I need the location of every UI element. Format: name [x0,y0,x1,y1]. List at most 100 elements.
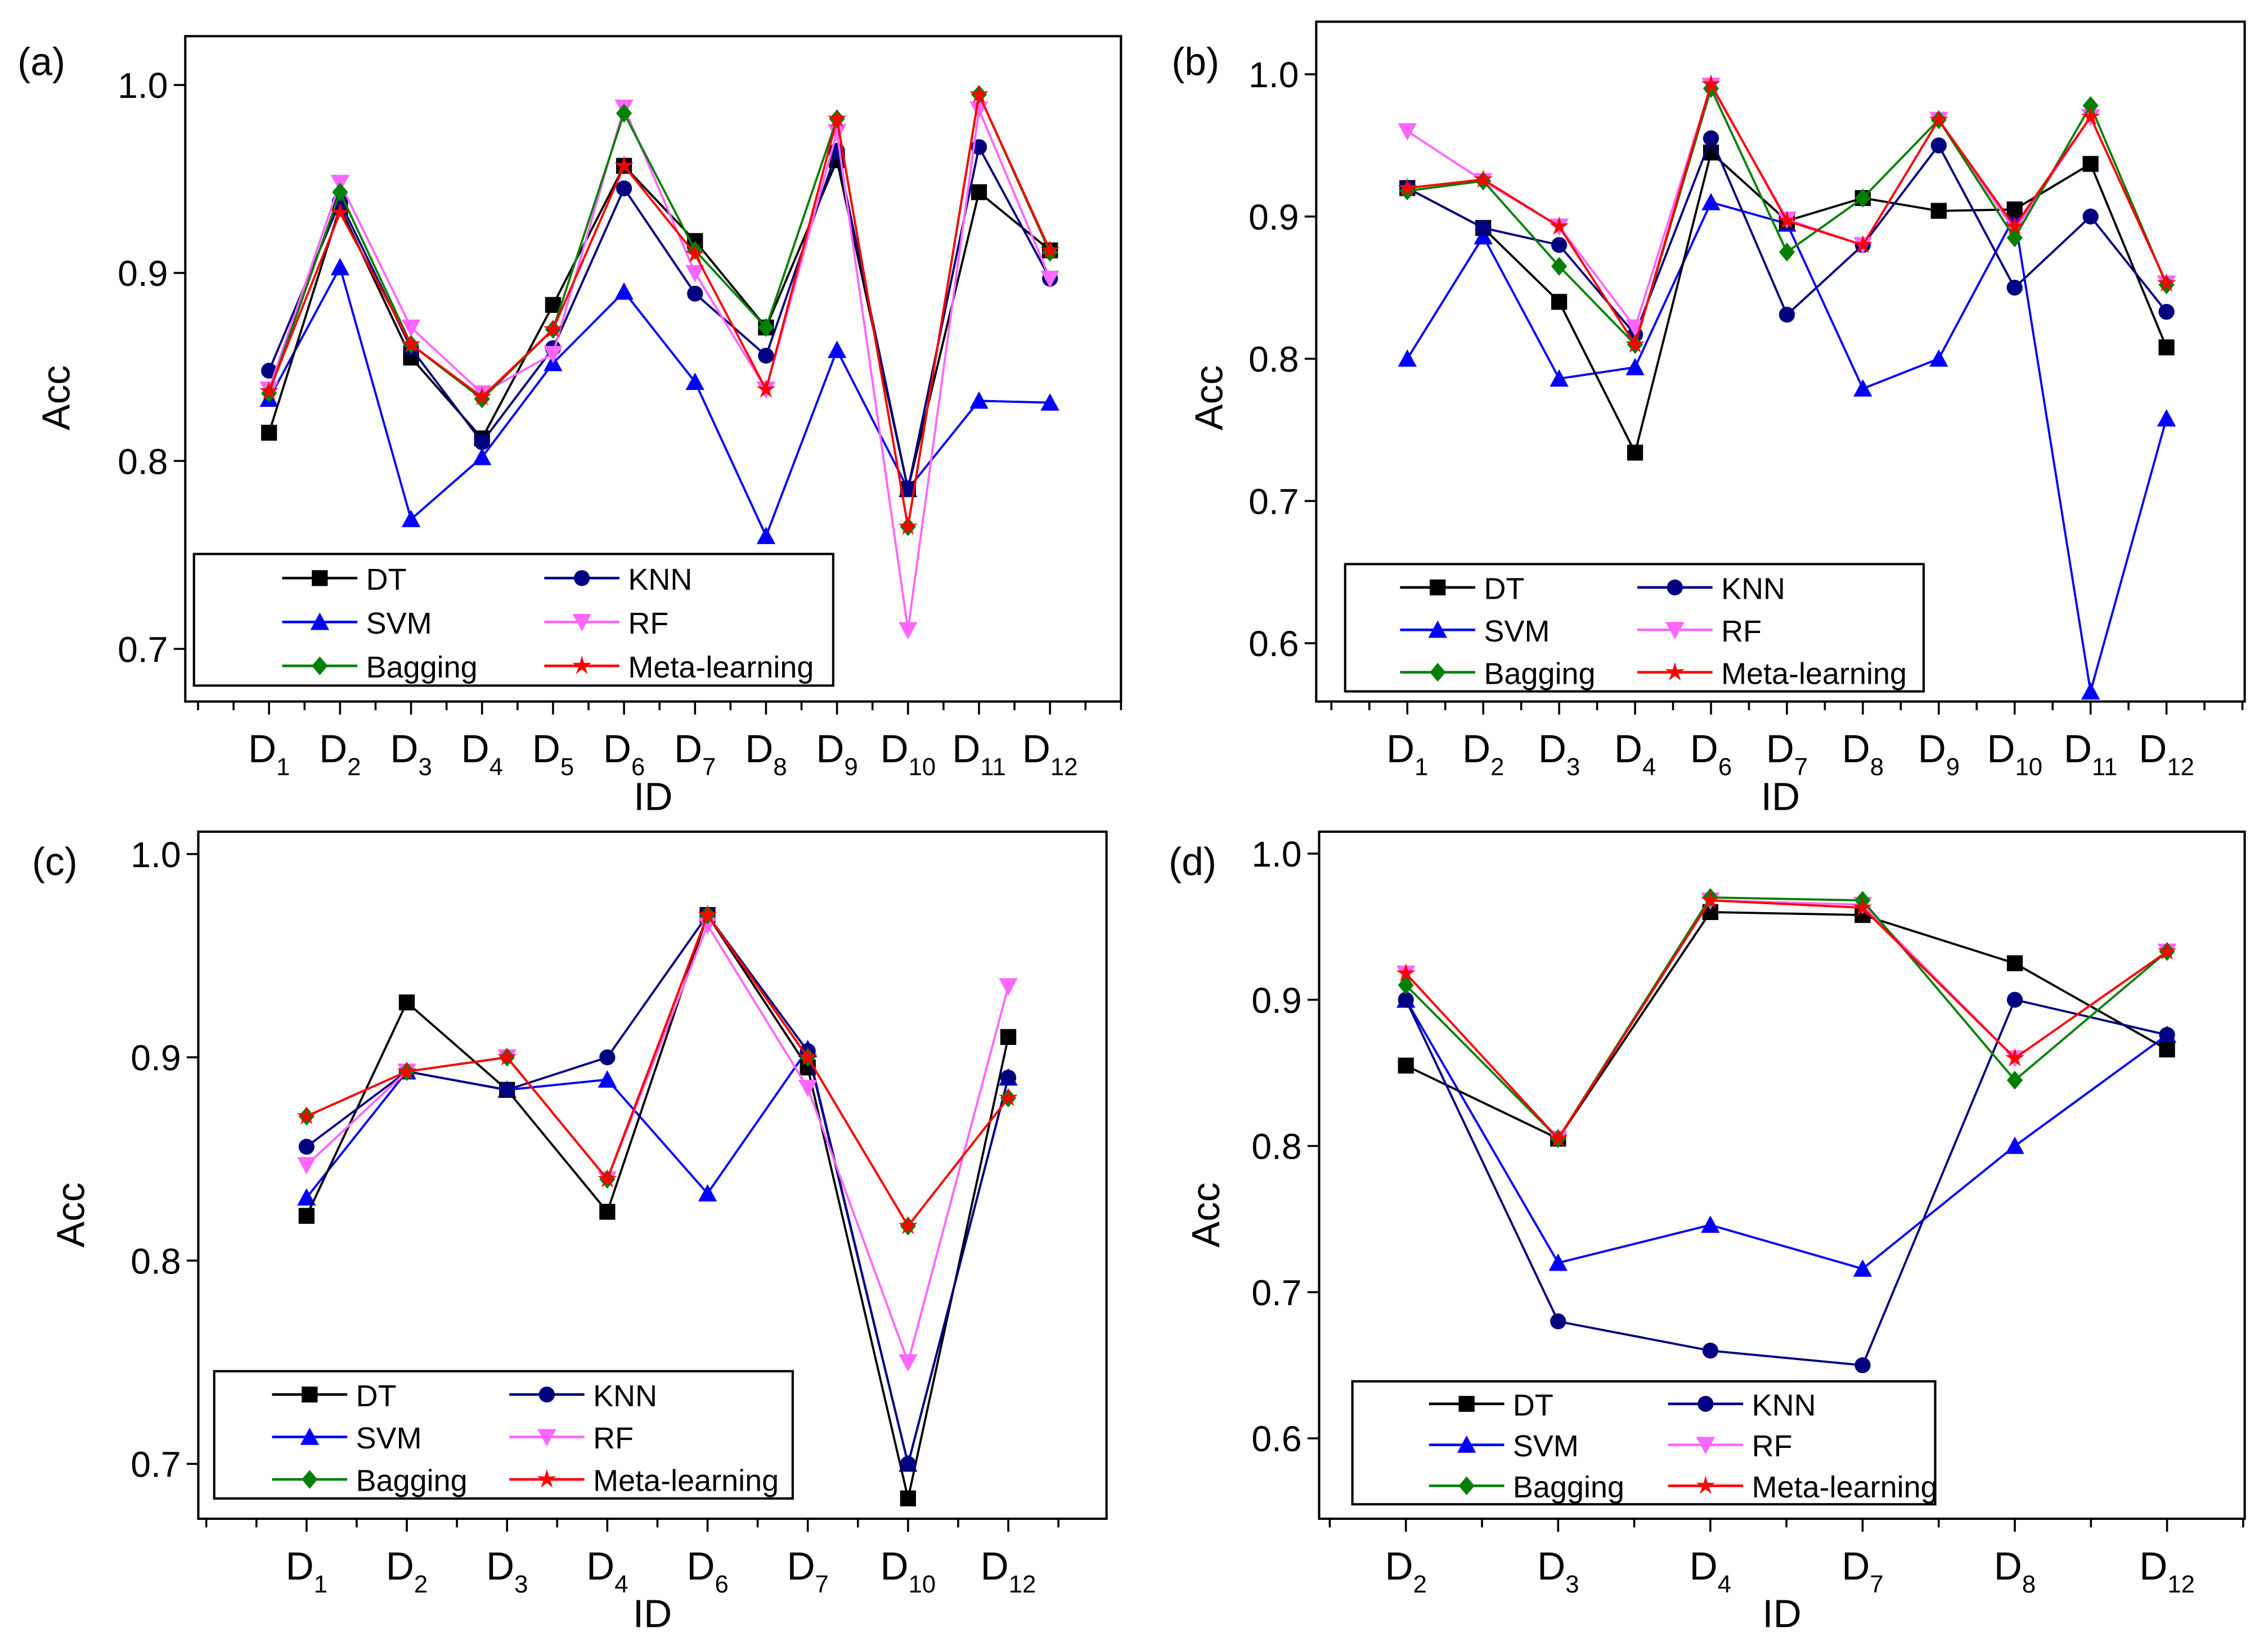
legend: DT KNN SVM RF Bagging Meta-learning [192,553,834,687]
data-point [998,1088,1018,1106]
legend-item-meta-learning: Meta-learning [1668,1470,1938,1504]
data-point [1702,1343,1719,1359]
series-bagging [261,85,1058,536]
y-tick-label: 1.0 [1251,834,1301,874]
x-tick-label: D1 [286,1544,327,1598]
data-point [898,517,918,535]
data-point [330,203,350,221]
legend-label: Meta-learning [1752,1470,1938,1504]
x-tick-label-subscript: 7 [1870,1571,1883,1598]
x-tick-label-base: D [787,1544,815,1588]
legend-marker [1696,1437,1715,1455]
data-point [1398,1057,1414,1074]
legend-marker [1696,1475,1715,1494]
legend-item-dt: DT [1429,1388,1553,1422]
x-tick-label: D12 [981,1544,1036,1598]
y-tick-label: 0.9 [1251,980,1301,1021]
legend-marker [574,570,590,586]
series-meta-learning [259,84,1060,535]
data-point [969,84,989,103]
panel-label: (b) [1171,40,1219,84]
x-tick-label-base: D [816,727,844,771]
series-line [1407,135,2168,337]
data-point [1701,1215,1720,1233]
x-tick-label: D7 [1766,727,1808,781]
x-tick-label: D4 [586,1544,628,1598]
x-tick-label: D12 [2139,1544,2195,1598]
data-point [1854,189,1871,208]
data-point [2006,1070,2023,1090]
legend-marker [312,656,328,675]
legend-item-dt: DT [282,563,407,596]
data-point [298,1138,315,1155]
data-point [969,391,989,409]
data-point [1548,1253,1568,1271]
y-axis-label: Acc [48,1182,92,1248]
legend-item-svm: SVM [282,607,432,640]
data-point [297,1157,316,1175]
data-point [616,180,632,196]
data-point [1929,109,1948,128]
x-tick-label-base: D [1022,727,1050,771]
y-tick-label: 0.8 [1248,339,1299,380]
data-point [1627,445,1643,461]
x-tick-label: D3 [486,1544,528,1598]
x-tick-label: D11 [952,727,1005,781]
x-tick-label-subscript: 2 [1490,753,1504,781]
data-point [900,1456,917,1472]
data-point [1551,294,1568,310]
data-point [698,905,717,923]
legend-marker [572,656,592,674]
legend-marker [1428,620,1447,638]
x-tick-label-base: D [486,1544,514,1588]
x-tick-label-subscript: 4 [1718,1571,1731,1598]
data-point [1040,240,1060,259]
data-point [2006,201,2023,218]
data-point [298,1208,315,1224]
x-tick-label-subscript: 12 [1050,753,1078,781]
data-point [2159,1041,2175,1058]
legend-label: Bagging [1484,657,1596,690]
y-tick-label: 0.6 [1248,623,1299,664]
x-tick-label-subscript: 2 [1413,1571,1427,1598]
legend-label: DT [366,563,407,596]
data-point [1550,1313,1566,1330]
series-line [268,91,1051,527]
x-tick-label: D3 [1538,727,1580,781]
y-tick-label: 0.9 [1248,197,1299,237]
series-line [306,912,1009,1228]
series-rf [1396,892,2177,1149]
legend-label: RF [593,1421,634,1455]
legend-marker [1457,1435,1476,1453]
legend-label: DT [1513,1388,1553,1422]
data-point [2158,304,2175,320]
series-line [306,912,1010,1499]
y-axis-label: Acc [1184,1182,1228,1248]
x-tick-label-base: D [286,1544,314,1588]
x-tick-label-base: D [532,727,560,771]
data-point [798,1047,818,1066]
data-point [827,124,847,142]
data-point [798,1079,818,1097]
data-point [598,1169,617,1188]
legend-label: SVM [1484,614,1550,648]
x-tick-label: D3 [390,727,432,781]
data-point [2006,280,2023,296]
data-point [543,319,563,338]
x-tick-label-base: D [981,1544,1009,1588]
legend-marker [1697,1396,1714,1412]
data-point [2005,216,2024,235]
data-point [544,346,563,364]
x-tick-label: D4 [461,727,503,781]
x-tick-label-subscript: 8 [773,753,787,781]
x-tick-label: D1 [1386,727,1428,781]
data-point [2082,208,2099,225]
legend-marker [537,1469,557,1488]
legend-item-svm: SVM [1429,1429,1579,1463]
series-meta-learning [1398,74,2176,353]
y-tick-label: 0.8 [131,1241,181,1281]
panel-label: (a) [17,40,65,84]
series-dt [1398,904,2175,1147]
data-point [1929,349,1948,367]
series-line [1405,899,2168,1141]
